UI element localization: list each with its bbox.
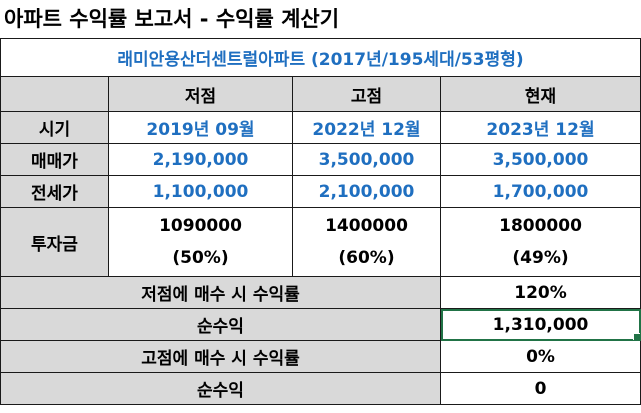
profit-calculator-table: 래미안용산더센트럴아파트 (2017년/195세대/53평형) 저점 고점 현재…: [0, 38, 641, 405]
period-high-cell[interactable]: 2022년 12월: [292, 111, 441, 144]
period-label[interactable]: 시기: [0, 111, 109, 144]
high-buy-return-label[interactable]: 고점에 매수 시 수익률: [0, 340, 441, 373]
investment-low-amount: 1090000: [159, 216, 242, 236]
low-buy-return-value[interactable]: 120%: [439, 276, 641, 309]
col-header-current[interactable]: 현재: [439, 76, 641, 112]
low-buy-return-label[interactable]: 저점에 매수 시 수익률: [0, 276, 441, 309]
investment-high-ratio: (60%): [338, 248, 395, 268]
col-header-low[interactable]: 저점: [108, 76, 293, 112]
high-buy-return-value[interactable]: 0%: [439, 340, 641, 373]
col-header-high[interactable]: 고점: [292, 76, 441, 112]
jeonse-high-cell[interactable]: 2,100,000: [292, 175, 441, 208]
price-label[interactable]: 매매가: [0, 143, 109, 176]
investment-high-amount: 1400000: [325, 216, 408, 236]
summary-row: 순수익 1,310,000: [0, 308, 641, 341]
jeonse-row: 전세가 1,100,000 2,100,000 1,700,000: [0, 175, 641, 208]
investment-current-ratio: (49%): [512, 248, 569, 268]
apartment-name-cell[interactable]: 래미안용산더센트럴아파트 (2017년/195세대/53평형): [0, 38, 641, 77]
investment-low-cell[interactable]: 1090000 (50%): [108, 207, 293, 277]
price-row: 매매가 2,190,000 3,500,000 3,500,000: [0, 143, 641, 176]
investment-high-cell[interactable]: 1400000 (60%): [292, 207, 441, 277]
high-buy-net-profit-label[interactable]: 순수익: [0, 372, 441, 405]
high-buy-net-profit-value[interactable]: 0: [439, 372, 641, 405]
low-buy-net-profit-value[interactable]: 1,310,000: [439, 308, 641, 341]
summary-row: 순수익 0: [0, 372, 641, 405]
investment-current-amount: 1800000: [499, 216, 582, 236]
price-low-cell[interactable]: 2,190,000: [108, 143, 293, 176]
fill-handle[interactable]: [633, 333, 640, 340]
period-low-cell[interactable]: 2019년 09월: [108, 111, 293, 144]
jeonse-label[interactable]: 전세가: [0, 175, 109, 208]
period-current-cell[interactable]: 2023년 12월: [439, 111, 641, 144]
low-buy-net-profit-label[interactable]: 순수익: [0, 308, 441, 341]
investment-label[interactable]: 투자금: [0, 207, 109, 277]
summary-row: 저점에 매수 시 수익률 120%: [0, 276, 641, 309]
period-row: 시기 2019년 09월 2022년 12월 2023년 12월: [0, 111, 641, 144]
jeonse-low-cell[interactable]: 1,100,000: [108, 175, 293, 208]
corner-cell[interactable]: [0, 76, 109, 112]
price-high-cell[interactable]: 3,500,000: [292, 143, 441, 176]
investment-low-ratio: (50%): [172, 248, 229, 268]
low-buy-net-profit-text: 1,310,000: [492, 314, 589, 335]
apartment-row: 래미안용산더센트럴아파트 (2017년/195세대/53평형): [0, 38, 641, 77]
price-current-cell[interactable]: 3,500,000: [439, 143, 641, 176]
report-title: 아파트 수익률 보고서 - 수익률 계산기: [0, 0, 641, 38]
header-row: 저점 고점 현재: [0, 76, 641, 112]
investment-current-cell[interactable]: 1800000 (49%): [439, 207, 641, 277]
summary-row: 고점에 매수 시 수익률 0%: [0, 340, 641, 373]
jeonse-current-cell[interactable]: 1,700,000: [439, 175, 641, 208]
investment-row: 투자금 1090000 (50%) 1400000 (60%) 1800000 …: [0, 207, 641, 277]
